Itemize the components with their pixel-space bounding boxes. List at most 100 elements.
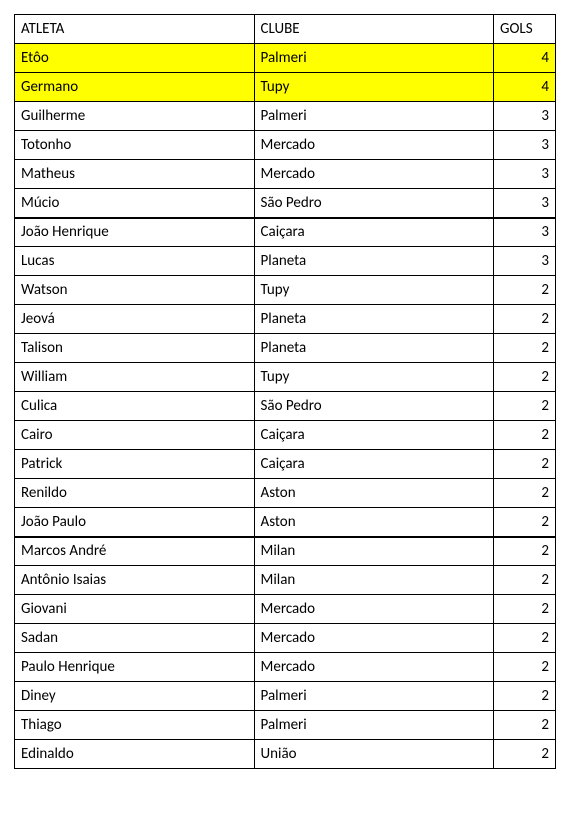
table-row: TalisonPlaneta2 — [15, 334, 556, 363]
cell-gols: 2 — [494, 421, 556, 450]
cell-clube: Caiçara — [254, 421, 494, 450]
table-row: EdinaldoUnião2 — [15, 740, 556, 769]
cell-gols: 2 — [494, 508, 556, 537]
cell-clube: Planeta — [254, 334, 494, 363]
cell-atleta: Talison — [15, 334, 255, 363]
cell-atleta: Diney — [15, 682, 255, 711]
cell-clube: Aston — [254, 479, 494, 508]
table-row: João HenriqueCaiçara3 — [15, 218, 556, 247]
cell-atleta: Patrick — [15, 450, 255, 479]
table-row: Antônio IsaiasMilan2 — [15, 566, 556, 595]
cell-clube: Caiçara — [254, 450, 494, 479]
cell-atleta: Giovani — [15, 595, 255, 624]
cell-clube: Palmeri — [254, 44, 494, 73]
table-row: CulicaSão Pedro2 — [15, 392, 556, 421]
cell-gols: 2 — [494, 276, 556, 305]
table-row: Marcos AndréMilan2 — [15, 537, 556, 566]
cell-clube: Mercado — [254, 595, 494, 624]
table-row: GermanoTupy4 — [15, 73, 556, 102]
cell-clube: União — [254, 740, 494, 769]
cell-gols: 3 — [494, 189, 556, 218]
cell-gols: 2 — [494, 305, 556, 334]
cell-atleta: Watson — [15, 276, 255, 305]
table-row: MatheusMercado3 — [15, 160, 556, 189]
cell-clube: Tupy — [254, 363, 494, 392]
cell-gols: 4 — [494, 73, 556, 102]
table-body: EtôoPalmeri4GermanoTupy4GuilhermePalmeri… — [15, 44, 556, 769]
cell-atleta: Jeová — [15, 305, 255, 334]
cell-gols: 2 — [494, 537, 556, 566]
cell-clube: Tupy — [254, 73, 494, 102]
cell-atleta: Antônio Isaias — [15, 566, 255, 595]
scorers-table: ATLETA CLUBE GOLS EtôoPalmeri4GermanoTup… — [14, 14, 556, 769]
cell-atleta: Edinaldo — [15, 740, 255, 769]
cell-clube: São Pedro — [254, 189, 494, 218]
cell-atleta: Paulo Henrique — [15, 653, 255, 682]
cell-clube: Aston — [254, 508, 494, 537]
table-row: WilliamTupy2 — [15, 363, 556, 392]
cell-gols: 2 — [494, 653, 556, 682]
cell-clube: Planeta — [254, 305, 494, 334]
cell-gols: 2 — [494, 450, 556, 479]
cell-atleta: Thiago — [15, 711, 255, 740]
table-row: CairoCaiçara2 — [15, 421, 556, 450]
table-row: TotonhoMercado3 — [15, 131, 556, 160]
table-row: LucasPlaneta3 — [15, 247, 556, 276]
table-header-row: ATLETA CLUBE GOLS — [15, 15, 556, 44]
cell-clube: São Pedro — [254, 392, 494, 421]
table-row: EtôoPalmeri4 — [15, 44, 556, 73]
cell-gols: 2 — [494, 595, 556, 624]
cell-atleta: Múcio — [15, 189, 255, 218]
table-row: ThiagoPalmeri2 — [15, 711, 556, 740]
cell-atleta: Lucas — [15, 247, 255, 276]
table-row: PatrickCaiçara2 — [15, 450, 556, 479]
header-gols: GOLS — [494, 15, 556, 44]
table-row: WatsonTupy2 — [15, 276, 556, 305]
cell-atleta: Sadan — [15, 624, 255, 653]
cell-gols: 4 — [494, 44, 556, 73]
cell-clube: Palmeri — [254, 711, 494, 740]
cell-clube: Caiçara — [254, 218, 494, 247]
table-row: SadanMercado2 — [15, 624, 556, 653]
cell-atleta: Matheus — [15, 160, 255, 189]
cell-gols: 2 — [494, 740, 556, 769]
cell-clube: Milan — [254, 537, 494, 566]
cell-clube: Mercado — [254, 131, 494, 160]
cell-clube: Tupy — [254, 276, 494, 305]
table-row: RenildoAston2 — [15, 479, 556, 508]
header-atleta: ATLETA — [15, 15, 255, 44]
cell-gols: 2 — [494, 624, 556, 653]
cell-clube: Mercado — [254, 653, 494, 682]
cell-gols: 3 — [494, 247, 556, 276]
cell-atleta: Etôo — [15, 44, 255, 73]
cell-gols: 3 — [494, 160, 556, 189]
cell-clube: Palmeri — [254, 682, 494, 711]
table-row: MúcioSão Pedro3 — [15, 189, 556, 218]
cell-gols: 2 — [494, 334, 556, 363]
cell-clube: Milan — [254, 566, 494, 595]
table-row: GuilhermePalmeri3 — [15, 102, 556, 131]
cell-clube: Mercado — [254, 624, 494, 653]
cell-atleta: William — [15, 363, 255, 392]
cell-atleta: Germano — [15, 73, 255, 102]
cell-gols: 3 — [494, 218, 556, 247]
header-clube: CLUBE — [254, 15, 494, 44]
cell-atleta: Cairo — [15, 421, 255, 450]
table-row: DineyPalmeri2 — [15, 682, 556, 711]
table-row: João PauloAston2 — [15, 508, 556, 537]
table-row: GiovaniMercado2 — [15, 595, 556, 624]
cell-gols: 2 — [494, 711, 556, 740]
cell-gols: 2 — [494, 682, 556, 711]
cell-gols: 2 — [494, 479, 556, 508]
cell-atleta: Guilherme — [15, 102, 255, 131]
table-row: JeováPlaneta2 — [15, 305, 556, 334]
cell-atleta: João Henrique — [15, 218, 255, 247]
cell-atleta: Totonho — [15, 131, 255, 160]
cell-gols: 2 — [494, 392, 556, 421]
cell-clube: Planeta — [254, 247, 494, 276]
cell-atleta: João Paulo — [15, 508, 255, 537]
cell-gols: 3 — [494, 102, 556, 131]
cell-atleta: Marcos André — [15, 537, 255, 566]
cell-gols: 2 — [494, 566, 556, 595]
cell-gols: 3 — [494, 131, 556, 160]
